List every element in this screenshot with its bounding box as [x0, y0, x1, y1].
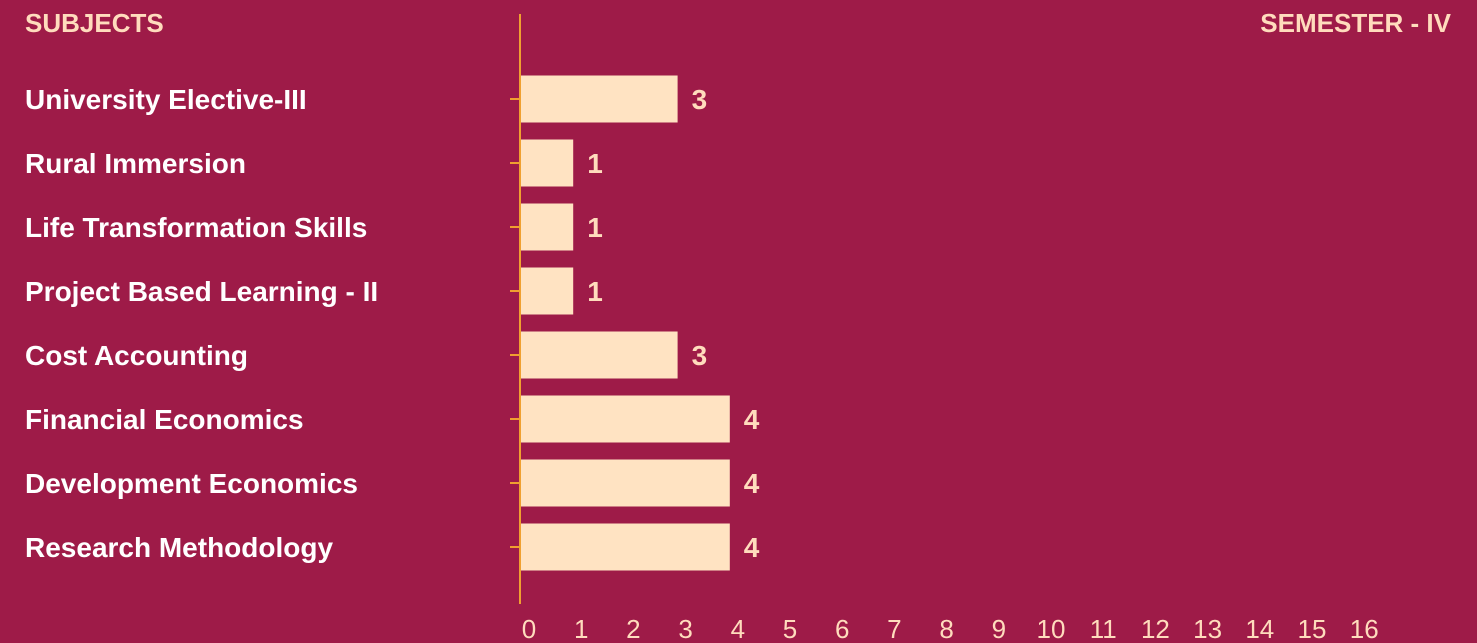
bar	[521, 203, 574, 251]
bar-value-label: 1	[587, 276, 603, 307]
bar-value-label: 4	[744, 404, 760, 435]
x-tick-label: 4	[731, 614, 745, 643]
x-tick-label: 7	[887, 614, 901, 643]
category-label: Financial Economics	[25, 404, 304, 435]
x-tick-label: 9	[992, 614, 1006, 643]
x-tick-label: 13	[1193, 614, 1222, 643]
x-tick-label: 0	[522, 614, 536, 643]
x-tick-label: 15	[1298, 614, 1327, 643]
bar	[521, 267, 574, 315]
bar-value-label: 1	[587, 148, 603, 179]
bar	[521, 395, 730, 443]
x-tick-label: 3	[678, 614, 692, 643]
x-tick-label: 12	[1141, 614, 1170, 643]
bar-value-label: 4	[744, 532, 760, 563]
x-tick-label: 11	[1090, 614, 1117, 643]
bar-value-label: 4	[744, 468, 760, 499]
category-label: Research Methodology	[25, 532, 333, 563]
bar	[521, 75, 678, 123]
x-tick-label: 8	[939, 614, 953, 643]
category-label: Life Transformation Skills	[25, 212, 367, 243]
x-tick-label: 16	[1350, 614, 1379, 643]
category-label: Cost Accounting	[25, 340, 248, 371]
bar-value-label: 3	[692, 84, 708, 115]
category-label: Rural Immersion	[25, 148, 246, 179]
subjects-heading: SUBJECTS	[25, 8, 164, 38]
category-label: Project Based Learning - II	[25, 276, 378, 307]
category-label: University Elective-III	[25, 84, 307, 115]
bar	[521, 331, 678, 379]
bar	[521, 523, 730, 571]
x-tick-label: 6	[835, 614, 849, 643]
bar-value-label: 3	[692, 340, 708, 371]
category-label: Development Economics	[25, 468, 358, 499]
bar	[521, 459, 730, 507]
x-tick-label: 1	[574, 614, 588, 643]
x-tick-label: 10	[1037, 614, 1066, 643]
bar-value-label: 1	[587, 212, 603, 243]
x-tick-label: 2	[626, 614, 640, 643]
bar	[521, 139, 574, 187]
x-tick-label: 5	[783, 614, 797, 643]
x-tick-label: 14	[1245, 614, 1274, 643]
semester-heading: SEMESTER - IV	[1260, 8, 1451, 38]
